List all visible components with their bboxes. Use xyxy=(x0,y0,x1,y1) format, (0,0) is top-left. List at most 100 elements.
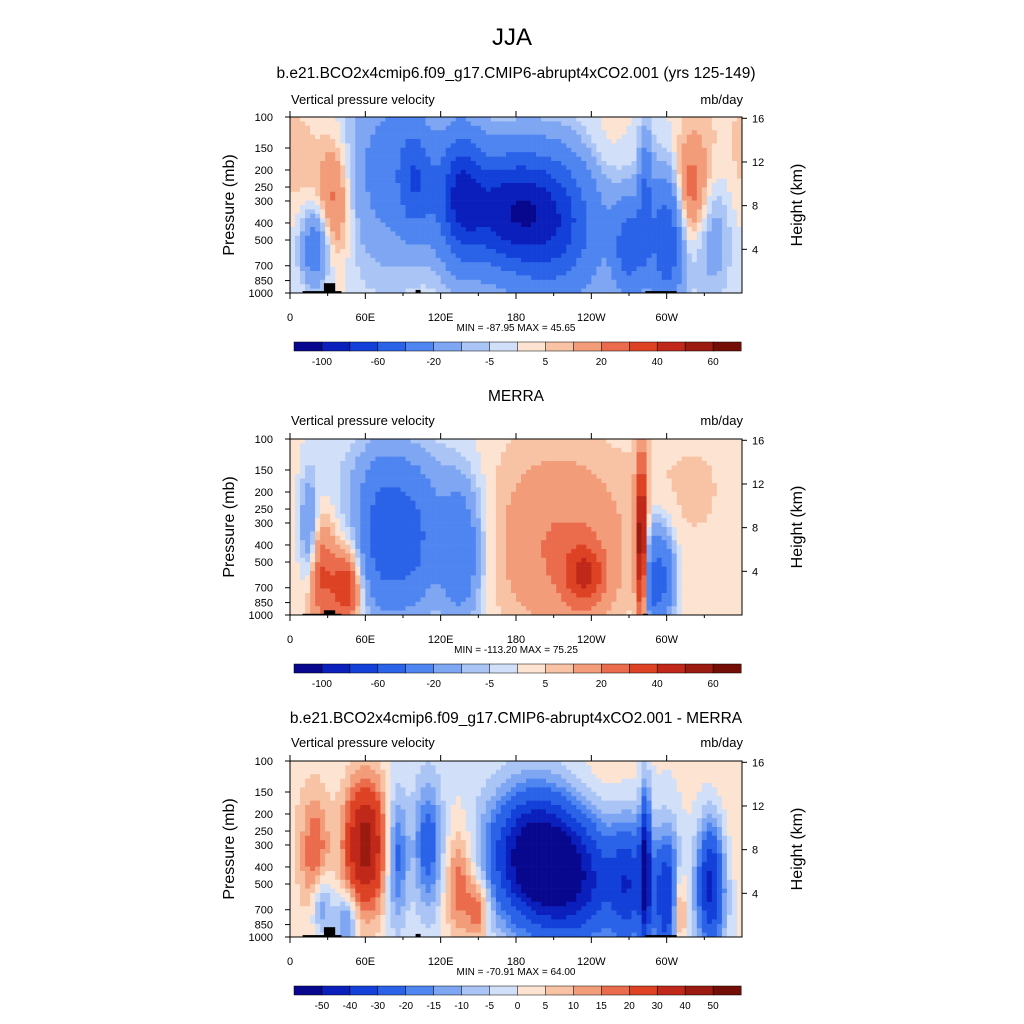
contour-cell xyxy=(546,117,552,122)
contour-cell xyxy=(681,152,688,157)
contour-cell xyxy=(290,288,296,294)
contour-cell xyxy=(375,257,381,263)
contour-cell xyxy=(470,156,477,162)
contour-cell xyxy=(601,174,607,179)
contour-cell xyxy=(571,469,577,475)
contour-cell xyxy=(666,443,672,449)
contour-cell xyxy=(315,165,321,171)
contour-cell xyxy=(355,474,361,479)
contour-cell xyxy=(355,452,361,457)
contour-cell xyxy=(345,222,351,228)
contour-cell xyxy=(435,496,441,501)
contour-cell xyxy=(430,447,436,453)
contour-cell xyxy=(385,174,391,179)
contour-cell xyxy=(631,161,637,166)
contour-cell xyxy=(300,174,306,179)
contour-cell xyxy=(611,439,617,444)
contour-cell xyxy=(616,235,622,241)
contour-cell xyxy=(651,262,657,267)
contour-cell xyxy=(325,271,331,276)
contour-cell xyxy=(500,117,507,122)
contour-cell xyxy=(666,461,672,466)
contour-cell xyxy=(290,443,296,449)
contour-cell xyxy=(470,253,477,259)
contour-cell xyxy=(586,227,592,232)
contour-cell xyxy=(300,253,306,259)
contour-cell xyxy=(641,474,647,479)
contour-cell xyxy=(315,253,321,259)
contour-cell xyxy=(526,491,532,497)
contour-cell xyxy=(676,169,683,175)
contour-cell xyxy=(531,279,537,285)
contour-cell xyxy=(566,447,572,453)
contour-cell xyxy=(561,496,567,501)
contour-cell xyxy=(315,447,321,453)
contour-cell xyxy=(310,169,316,175)
contour-cell xyxy=(485,496,492,501)
contour-cell xyxy=(656,288,662,294)
contour-cell xyxy=(350,125,356,131)
contour-cell xyxy=(440,487,446,493)
contour-cell xyxy=(390,125,396,131)
contour-cell xyxy=(450,117,457,122)
contour-cell xyxy=(726,231,733,237)
contour-cell xyxy=(345,125,351,131)
contour-cell xyxy=(450,478,457,484)
contour-cell xyxy=(636,117,642,122)
contour-cell xyxy=(631,134,637,140)
contour-cell xyxy=(335,143,341,149)
contour-cell xyxy=(681,227,688,232)
contour-cell xyxy=(561,452,567,457)
contour-cell xyxy=(721,161,728,166)
contour-cell xyxy=(490,461,497,466)
contour-cell xyxy=(415,218,421,223)
contour-cell xyxy=(295,209,301,215)
contour-cell xyxy=(455,271,462,276)
contour-cell xyxy=(360,139,366,144)
contour-cell xyxy=(566,161,572,166)
contour-cell xyxy=(380,121,386,127)
contour-cell xyxy=(556,205,562,210)
contour-cell xyxy=(621,279,627,285)
contour-cell xyxy=(616,240,622,245)
contour-cell xyxy=(596,279,602,285)
contour-cell xyxy=(626,152,632,157)
contour-cell xyxy=(425,231,431,237)
contour-cell xyxy=(315,443,321,449)
contour-cell xyxy=(445,235,452,241)
contour-cell xyxy=(385,196,391,201)
contour-cell xyxy=(295,439,301,444)
contour-cell xyxy=(380,288,386,294)
contour-cell xyxy=(355,478,361,484)
contour-cell xyxy=(410,257,416,263)
contour-cell xyxy=(485,209,492,215)
contour-cell xyxy=(696,196,703,201)
contour-cell xyxy=(480,130,487,135)
contour-cell xyxy=(606,213,612,219)
contour-cell xyxy=(651,443,657,449)
contour-cell xyxy=(375,244,381,250)
contour-cell xyxy=(380,143,386,149)
contour-cell xyxy=(541,288,547,294)
contour-cell xyxy=(726,130,733,135)
contour-cell xyxy=(631,231,637,237)
contour-cell xyxy=(726,169,733,175)
contour-cell xyxy=(495,461,502,466)
contour-cell xyxy=(385,443,391,449)
contour-cell xyxy=(335,279,341,285)
contour-cell xyxy=(676,284,683,289)
contour-cell xyxy=(480,147,487,153)
contour-cell xyxy=(390,443,396,449)
contour-cell xyxy=(631,249,637,254)
contour-cell xyxy=(415,117,421,122)
contour-cell xyxy=(420,439,426,444)
contour-cell xyxy=(430,491,436,497)
contour-cell xyxy=(636,469,642,475)
contour-cell xyxy=(505,200,512,206)
contour-cell xyxy=(310,461,316,466)
contour-cell xyxy=(330,447,336,453)
contour-cell xyxy=(345,191,351,197)
contour-cell xyxy=(611,275,617,281)
contour-cell xyxy=(676,165,683,171)
contour-cell xyxy=(671,165,678,171)
